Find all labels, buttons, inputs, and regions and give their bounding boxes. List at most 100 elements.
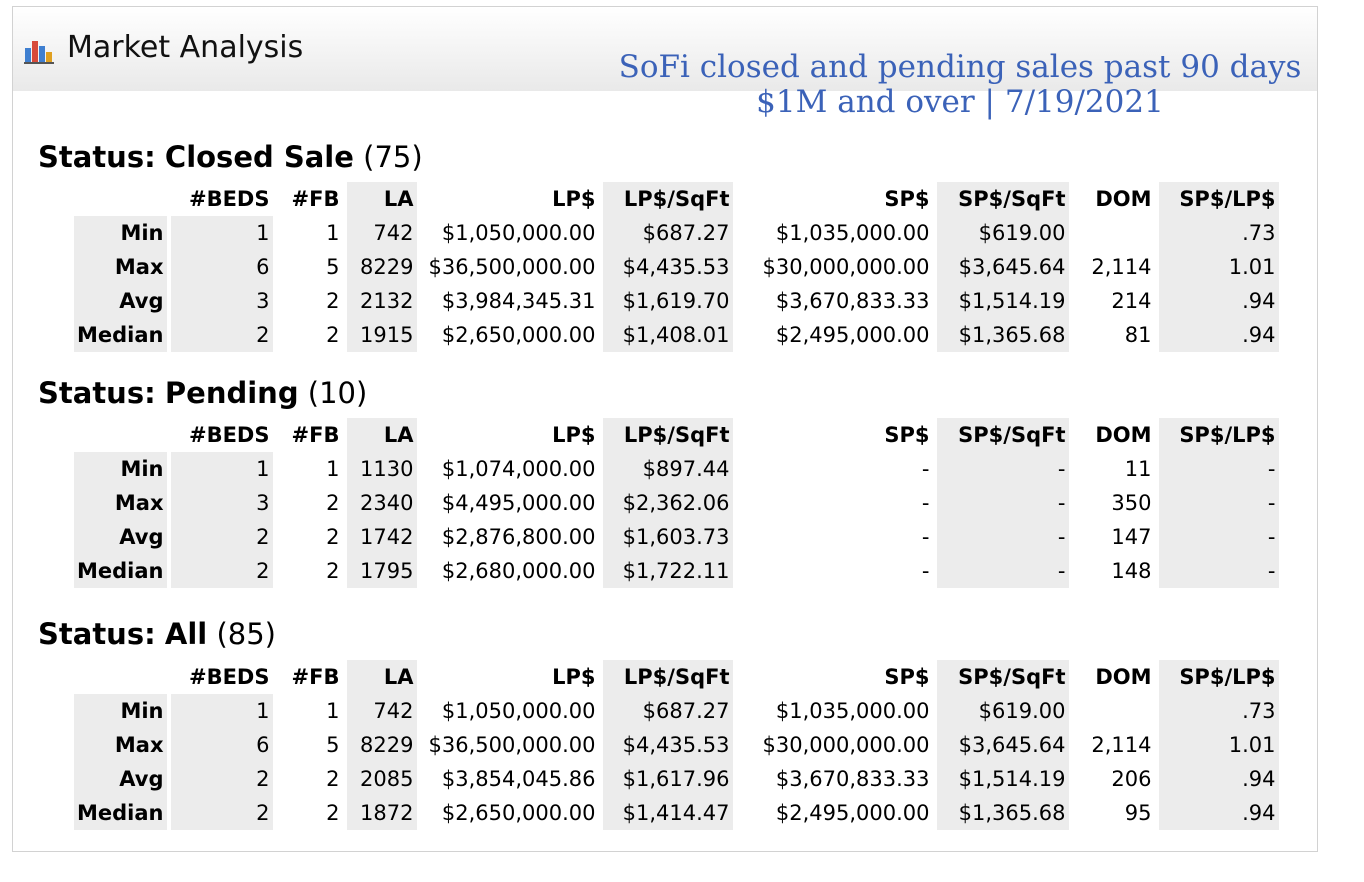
cell-dom: 148 bbox=[1111, 559, 1152, 583]
cell-sp-sqft: - bbox=[936, 554, 1069, 588]
cell-dom: 206 bbox=[1111, 767, 1152, 791]
row-label: Median bbox=[74, 796, 167, 830]
cell-fb: 2 bbox=[326, 525, 340, 549]
col-sp: SP$ bbox=[884, 665, 930, 689]
cell-dom bbox=[1073, 216, 1155, 250]
cell-sp-lp: .73 bbox=[1158, 216, 1279, 250]
cell-lp-sqft: $687.27 bbox=[602, 694, 733, 728]
cell-fb: 1 bbox=[326, 221, 340, 245]
cell-lp-sqft: $4,435.53 bbox=[602, 250, 733, 284]
cell-lp: $2,650,000.00 bbox=[441, 323, 596, 347]
col-lp: LP$ bbox=[552, 665, 596, 689]
page-title: Market Analysis bbox=[67, 30, 304, 65]
status-count: (85) bbox=[216, 617, 276, 651]
cell-beds: 2 bbox=[170, 762, 273, 796]
cell-la: 2132 bbox=[346, 284, 417, 318]
col-sp-sqft: SP$/SqFt bbox=[936, 182, 1069, 216]
cell-sp-lp: - bbox=[1158, 452, 1279, 486]
cell-beds: 3 bbox=[170, 486, 273, 520]
cell-beds: 1 bbox=[170, 216, 273, 250]
cell-lp: $1,050,000.00 bbox=[441, 221, 596, 245]
col-sp-sqft: SP$/SqFt bbox=[936, 418, 1069, 452]
cell-la: 2085 bbox=[346, 762, 417, 796]
cell-sp: $3,670,833.33 bbox=[775, 767, 930, 791]
status-count: (75) bbox=[363, 140, 423, 174]
col-sp-lp: SP$/LP$ bbox=[1158, 418, 1279, 452]
table-row: Median 2 2 1795 $2,680,000.00 $1,722.11 … bbox=[74, 554, 1279, 588]
cell-lp: $2,650,000.00 bbox=[441, 801, 596, 825]
cell-sp-lp: 1.01 bbox=[1158, 250, 1279, 284]
cell-lp-sqft: $4,435.53 bbox=[602, 728, 733, 762]
cell-sp-sqft: $1,514.19 bbox=[936, 762, 1069, 796]
cell-sp-lp: .94 bbox=[1158, 762, 1279, 796]
cell-sp: - bbox=[921, 457, 930, 481]
cell-lp: $2,680,000.00 bbox=[441, 559, 596, 583]
col-beds: #BEDS bbox=[188, 187, 270, 211]
row-label: Max bbox=[74, 250, 167, 284]
stats-table-all: #BEDS #FB LA LP$ LP$/SqFt SP$ SP$/SqFt D… bbox=[70, 660, 1283, 830]
cell-la: 2340 bbox=[346, 486, 417, 520]
cell-fb: 2 bbox=[326, 289, 340, 313]
table-row: Median 2 2 1915 $2,650,000.00 $1,408.01 … bbox=[74, 318, 1279, 352]
cell-sp: $3,670,833.33 bbox=[775, 289, 930, 313]
row-label: Avg bbox=[74, 284, 167, 318]
cell-sp: $1,035,000.00 bbox=[775, 699, 930, 723]
cell-beds: 3 bbox=[170, 284, 273, 318]
cell-la: 1130 bbox=[346, 452, 417, 486]
col-sp: SP$ bbox=[884, 423, 930, 447]
cell-sp-lp: 1.01 bbox=[1158, 728, 1279, 762]
table-row: Max 6 5 8229 $36,500,000.00 $4,435.53 $3… bbox=[74, 250, 1279, 284]
col-dom: DOM bbox=[1095, 665, 1152, 689]
cell-la: 1872 bbox=[346, 796, 417, 830]
cell-lp: $3,984,345.31 bbox=[441, 289, 596, 313]
cell-lp-sqft: $687.27 bbox=[602, 216, 733, 250]
cell-lp: $2,876,800.00 bbox=[441, 525, 596, 549]
cell-fb: 5 bbox=[326, 255, 340, 279]
cell-beds: 1 bbox=[170, 452, 273, 486]
cell-la: 742 bbox=[346, 694, 417, 728]
cell-la: 8229 bbox=[346, 728, 417, 762]
cell-fb: 2 bbox=[326, 323, 340, 347]
cell-sp: $2,495,000.00 bbox=[775, 801, 930, 825]
status-name: Closed Sale bbox=[164, 140, 354, 174]
col-lp: LP$ bbox=[552, 187, 596, 211]
table-row: Avg 2 2 1742 $2,876,800.00 $1,603.73 - -… bbox=[74, 520, 1279, 554]
cell-dom: 214 bbox=[1111, 289, 1152, 313]
bar-chart-icon bbox=[24, 41, 54, 64]
cell-lp-sqft: $1,414.47 bbox=[602, 796, 733, 830]
cell-lp: $36,500,000.00 bbox=[428, 255, 596, 279]
col-beds: #BEDS bbox=[188, 423, 270, 447]
status-label: Status: bbox=[38, 140, 156, 174]
status-name: All bbox=[164, 617, 208, 651]
cell-fb: 5 bbox=[326, 733, 340, 757]
annotation-line-2: $1M and over | 7/19/2021 bbox=[756, 84, 1164, 120]
cell-dom: 2,114 bbox=[1091, 255, 1152, 279]
cell-fb: 2 bbox=[326, 559, 340, 583]
header-row: #BEDS #FB LA LP$ LP$/SqFt SP$ SP$/SqFt D… bbox=[74, 182, 1279, 216]
cell-sp-lp: .94 bbox=[1158, 318, 1279, 352]
stats-table-closed: #BEDS #FB LA LP$ LP$/SqFt SP$ SP$/SqFt D… bbox=[70, 182, 1283, 352]
cell-sp-lp: - bbox=[1158, 520, 1279, 554]
cell-beds: 2 bbox=[170, 554, 273, 588]
cell-beds: 2 bbox=[170, 318, 273, 352]
row-label: Avg bbox=[74, 520, 167, 554]
corner-cell bbox=[74, 418, 167, 452]
section-title-closed: Status: Closed Sale (75) bbox=[38, 140, 423, 174]
table-row: Min 1 1 742 $1,050,000.00 $687.27 $1,035… bbox=[74, 216, 1279, 250]
cell-dom: 147 bbox=[1111, 525, 1152, 549]
cell-beds: 6 bbox=[170, 250, 273, 284]
cell-sp-sqft: $1,514.19 bbox=[936, 284, 1069, 318]
col-fb: #FB bbox=[291, 665, 340, 689]
col-sp-sqft: SP$/SqFt bbox=[936, 660, 1069, 694]
col-lp-sqft: LP$/SqFt bbox=[602, 418, 733, 452]
row-label: Max bbox=[74, 486, 167, 520]
cell-la: 8229 bbox=[346, 250, 417, 284]
annotation-line-1: SoFi closed and pending sales past 90 da… bbox=[618, 49, 1302, 85]
cell-lp-sqft: $1,722.11 bbox=[602, 554, 733, 588]
panel-header: Market Analysis bbox=[13, 7, 1317, 91]
cell-dom: 11 bbox=[1124, 457, 1152, 481]
col-la: LA bbox=[346, 182, 417, 216]
cell-lp: $3,854,045.86 bbox=[441, 767, 596, 791]
stats-table-pending: #BEDS #FB LA LP$ LP$/SqFt SP$ SP$/SqFt D… bbox=[70, 418, 1283, 588]
status-count: (10) bbox=[307, 376, 368, 410]
